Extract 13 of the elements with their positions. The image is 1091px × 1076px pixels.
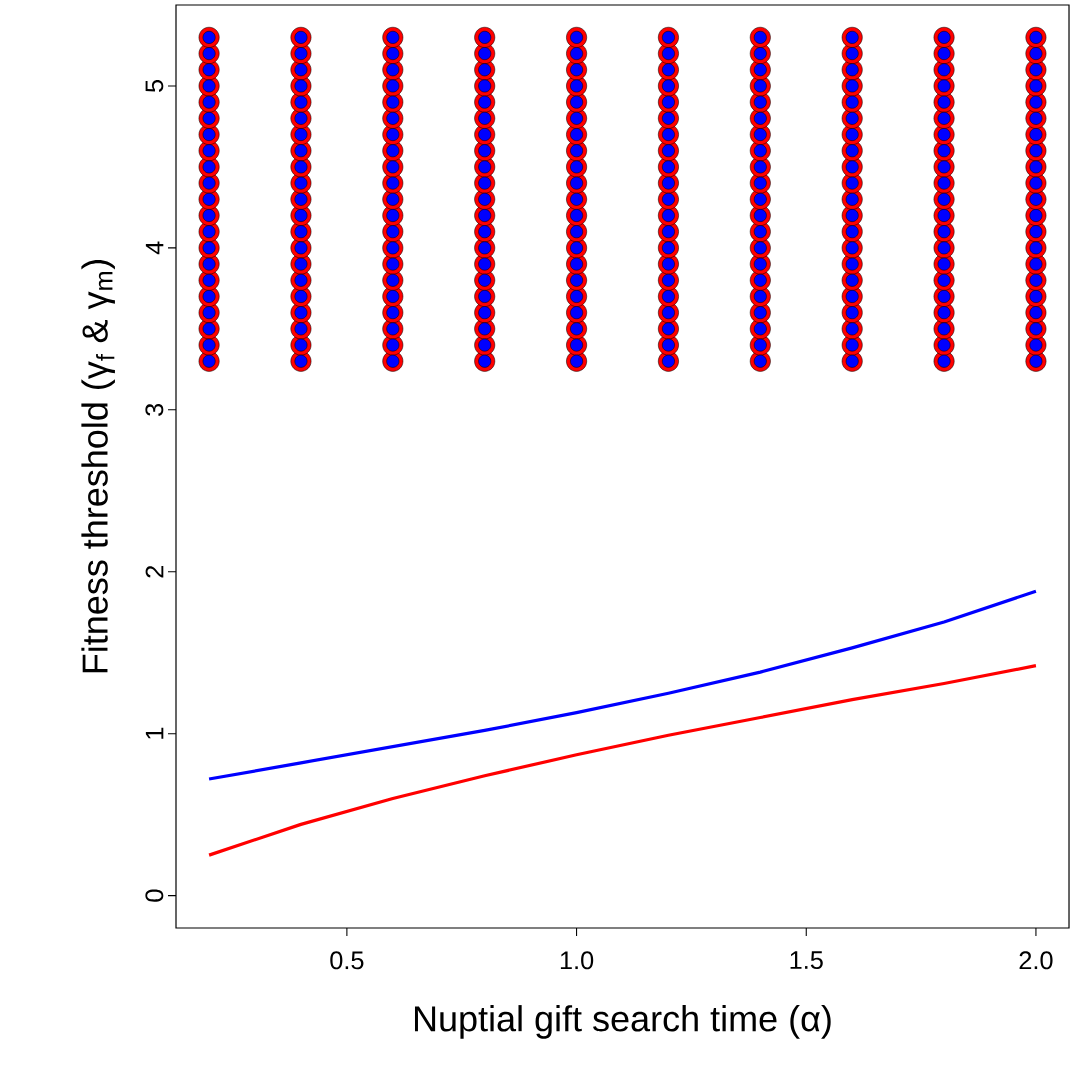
x-tick-label: 1.5	[790, 951, 823, 970]
x-tick-label: 0.5	[330, 951, 364, 970]
y-tick-label: 5	[145, 79, 164, 92]
y-tick-label: 1	[145, 727, 164, 739]
y-tick-label: 2	[145, 565, 164, 578]
line-series	[207, 664, 1038, 857]
y-tick-label: 4	[145, 241, 164, 255]
y-tick-label: 0	[145, 889, 164, 902]
x-axis-title: Nuptial gift search time (α)	[414, 1005, 831, 1039]
x-tick-label: 1.0	[560, 951, 594, 970]
y-tick-label: 3	[145, 403, 164, 416]
y-axis-title: Fitness threshold (γ$_{f}$ & γ$_{m}$)	[81, 260, 115, 673]
x-tick-label: 2.0	[1019, 951, 1053, 970]
